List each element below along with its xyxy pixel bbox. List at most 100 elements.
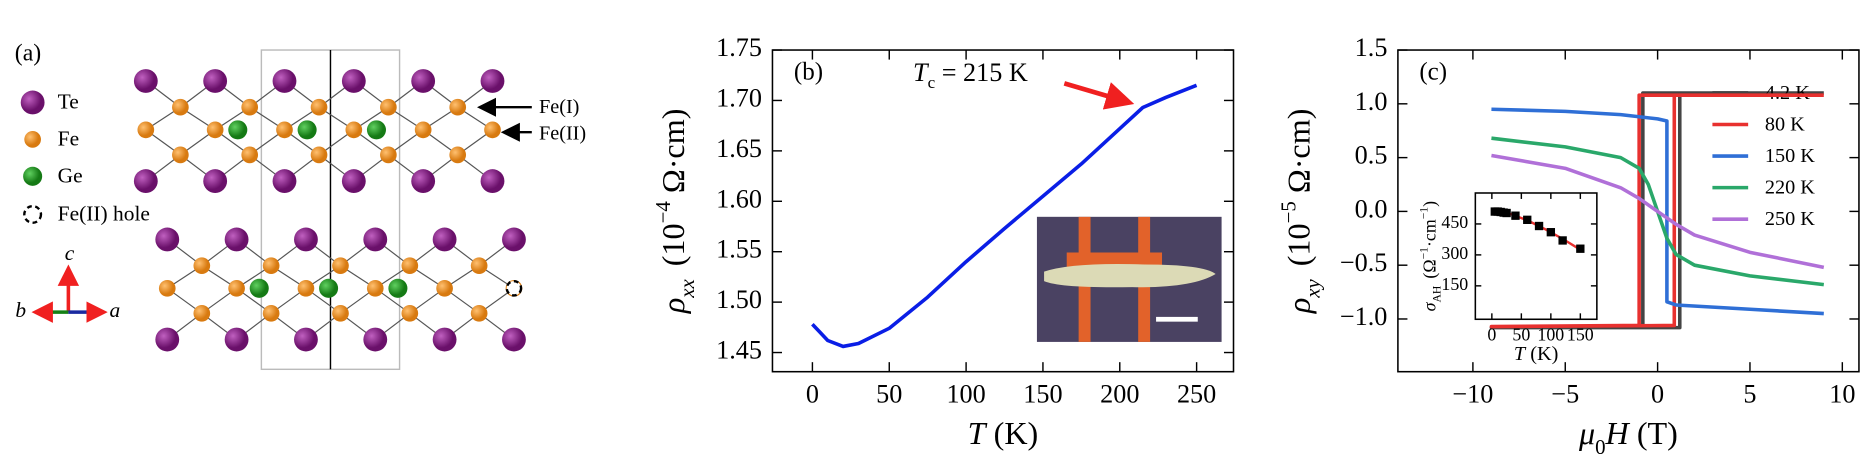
legend-label: 220 K: [1765, 176, 1815, 198]
fe-atom: [276, 121, 293, 139]
axis-label: b: [15, 298, 26, 322]
y-tick-label: 1.60: [716, 184, 762, 213]
te-atom: [133, 69, 158, 93]
te-atom: [432, 227, 457, 252]
flake: [1044, 263, 1216, 288]
label-part: Ω·cm): [656, 109, 692, 202]
fe-atom: [449, 98, 467, 116]
data-line: [1491, 107, 1824, 316]
te-atom: [480, 169, 505, 193]
legend-hole: [23, 204, 43, 224]
te-atom: [155, 227, 180, 252]
label-part: μ: [1578, 416, 1595, 452]
fe-atom: [401, 304, 419, 322]
x-tick-label: 100: [1537, 324, 1564, 344]
label-part: T: [913, 58, 930, 87]
te-atom: [155, 327, 180, 352]
data-line: [1489, 93, 1824, 329]
panel-label: (b): [794, 59, 823, 86]
y-tick-label: 1.0: [1355, 87, 1388, 116]
x-tick-label: 50: [1512, 324, 1530, 344]
label-part: ρ: [1281, 298, 1317, 314]
te-atom: [363, 227, 388, 252]
axis-label: ρxx (10−4 Ω·cm): [651, 109, 699, 315]
label-part: ·cm: [1419, 219, 1439, 247]
fe-atom: [332, 257, 349, 275]
label-part: 0: [1595, 435, 1605, 459]
axis-label: Tc = 215 K: [913, 58, 1028, 92]
site-label: Fe(II): [539, 122, 586, 144]
label-part: T: [968, 416, 988, 452]
fe-atom: [401, 257, 419, 275]
label-part: −1: [1417, 247, 1430, 260]
label-part: c: [928, 73, 936, 92]
label-part: H: [1605, 416, 1631, 452]
ge-atom: [366, 120, 386, 140]
legend-label: Ge: [58, 163, 83, 187]
y-tick-label: 1.70: [716, 83, 762, 112]
label-part: (K): [1525, 343, 1558, 365]
x-tick-label: 10: [1829, 380, 1855, 409]
legend-label: 80 K: [1765, 113, 1805, 135]
electrodes: [1066, 216, 1163, 342]
x-tick-label: 5: [1743, 380, 1756, 409]
data-point: [1523, 215, 1532, 224]
te-atom: [411, 169, 436, 193]
te-atom: [363, 327, 388, 352]
y-tick-label: −1.0: [1340, 302, 1388, 331]
fe-atom: [206, 121, 224, 139]
te-atom: [341, 169, 366, 193]
te-atom: [480, 69, 505, 93]
axis-label: c: [65, 241, 75, 265]
fe-atom: [436, 279, 453, 297]
ge-atom: [388, 278, 408, 298]
chart-panel: 0 50 100 150 200 250 1.45 1.50 1.55 1.60 1.65 1.70 1…: [651, 33, 1235, 452]
fe-atom: [297, 279, 315, 297]
data-point: [1558, 236, 1567, 245]
te-atom: [411, 69, 436, 93]
legend-label: Te: [58, 90, 79, 114]
y-tick-label: 1.55: [716, 235, 762, 264]
chart-panel: −10 −5 0 5 10−1.0−0.50.00.51.01.54.2 K80 K15…: [1276, 33, 1860, 459]
data-point: [1502, 208, 1511, 218]
te-atom: [224, 327, 249, 352]
legend-label: 4.2 K: [1765, 82, 1810, 104]
te-atom: [294, 327, 318, 352]
fe-atom: [262, 304, 280, 322]
fe-atom: [345, 121, 363, 139]
axis-label: a: [109, 298, 120, 322]
fe-atom: [158, 279, 176, 297]
label-part: (Ω: [1419, 259, 1440, 278]
label-part: xx: [675, 278, 699, 298]
label-part: (T): [1629, 416, 1678, 452]
site-label: Fe(I): [539, 96, 579, 118]
data-line: [811, 83, 1198, 349]
photo-inset: [1036, 216, 1222, 342]
data-point: [1576, 244, 1585, 253]
fe-atom: [380, 146, 397, 164]
te-atom: [272, 69, 297, 93]
te-atom: [502, 227, 526, 252]
label-part: ρ: [656, 298, 692, 314]
panel-label: (a): [15, 40, 41, 66]
te-atom: [203, 169, 228, 193]
plot-frame: [771, 49, 1235, 373]
layer: [133, 69, 505, 193]
te-atom: [224, 227, 249, 252]
legend-label: 250 K: [1765, 208, 1815, 230]
data-point: [1534, 221, 1544, 231]
label-part: σ: [1419, 301, 1439, 311]
y-tick-label: 1.45: [716, 336, 762, 365]
fe-atom: [470, 304, 488, 322]
data-point: [1546, 228, 1556, 237]
te-atom: [294, 227, 318, 252]
annotation-arrow: [1063, 81, 1135, 110]
fe-atom: [193, 304, 211, 322]
label-part: (K): [986, 416, 1039, 452]
x-tick-label: 50: [876, 380, 902, 409]
fe-atom: [484, 121, 501, 139]
label-part: −1: [1417, 207, 1430, 220]
y-tick-label: 1.75: [716, 33, 762, 62]
y-tick-label: 1.5: [1355, 33, 1388, 62]
